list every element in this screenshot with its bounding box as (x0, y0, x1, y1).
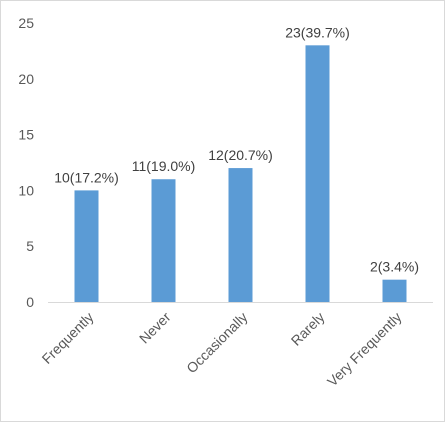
bar (228, 168, 253, 302)
y-tick-label: 0 (26, 294, 34, 310)
bars (74, 45, 407, 302)
category-label: Never (136, 309, 174, 347)
y-tick-label: 15 (18, 127, 34, 143)
y-tick-label: 20 (18, 71, 34, 87)
bar (74, 190, 99, 302)
y-tick-label: 25 (18, 15, 34, 31)
data-label: 23(39.7%) (285, 24, 350, 40)
y-axis-ticks: 0 5 10 15 20 25 (18, 15, 34, 310)
category-label: Rarely (288, 309, 328, 349)
bar (382, 279, 407, 302)
category-label: Frequently (39, 309, 97, 367)
data-label: 2(3.4%) (370, 259, 419, 275)
y-tick-label: 10 (18, 182, 34, 198)
bar (305, 45, 330, 302)
category-label: Very Frequently (324, 309, 405, 390)
data-label: 11(19.0%) (132, 158, 196, 174)
data-label: 10(17.2%) (54, 169, 119, 185)
data-labels: 10(17.2%) 11(19.0%) 12(20.7%) 23(39.7%) 2(3.… (54, 24, 419, 274)
bar (151, 179, 176, 302)
data-label: 12(20.7%) (208, 147, 273, 163)
y-tick-label: 5 (26, 238, 34, 254)
category-label: Occasionally (183, 309, 250, 376)
